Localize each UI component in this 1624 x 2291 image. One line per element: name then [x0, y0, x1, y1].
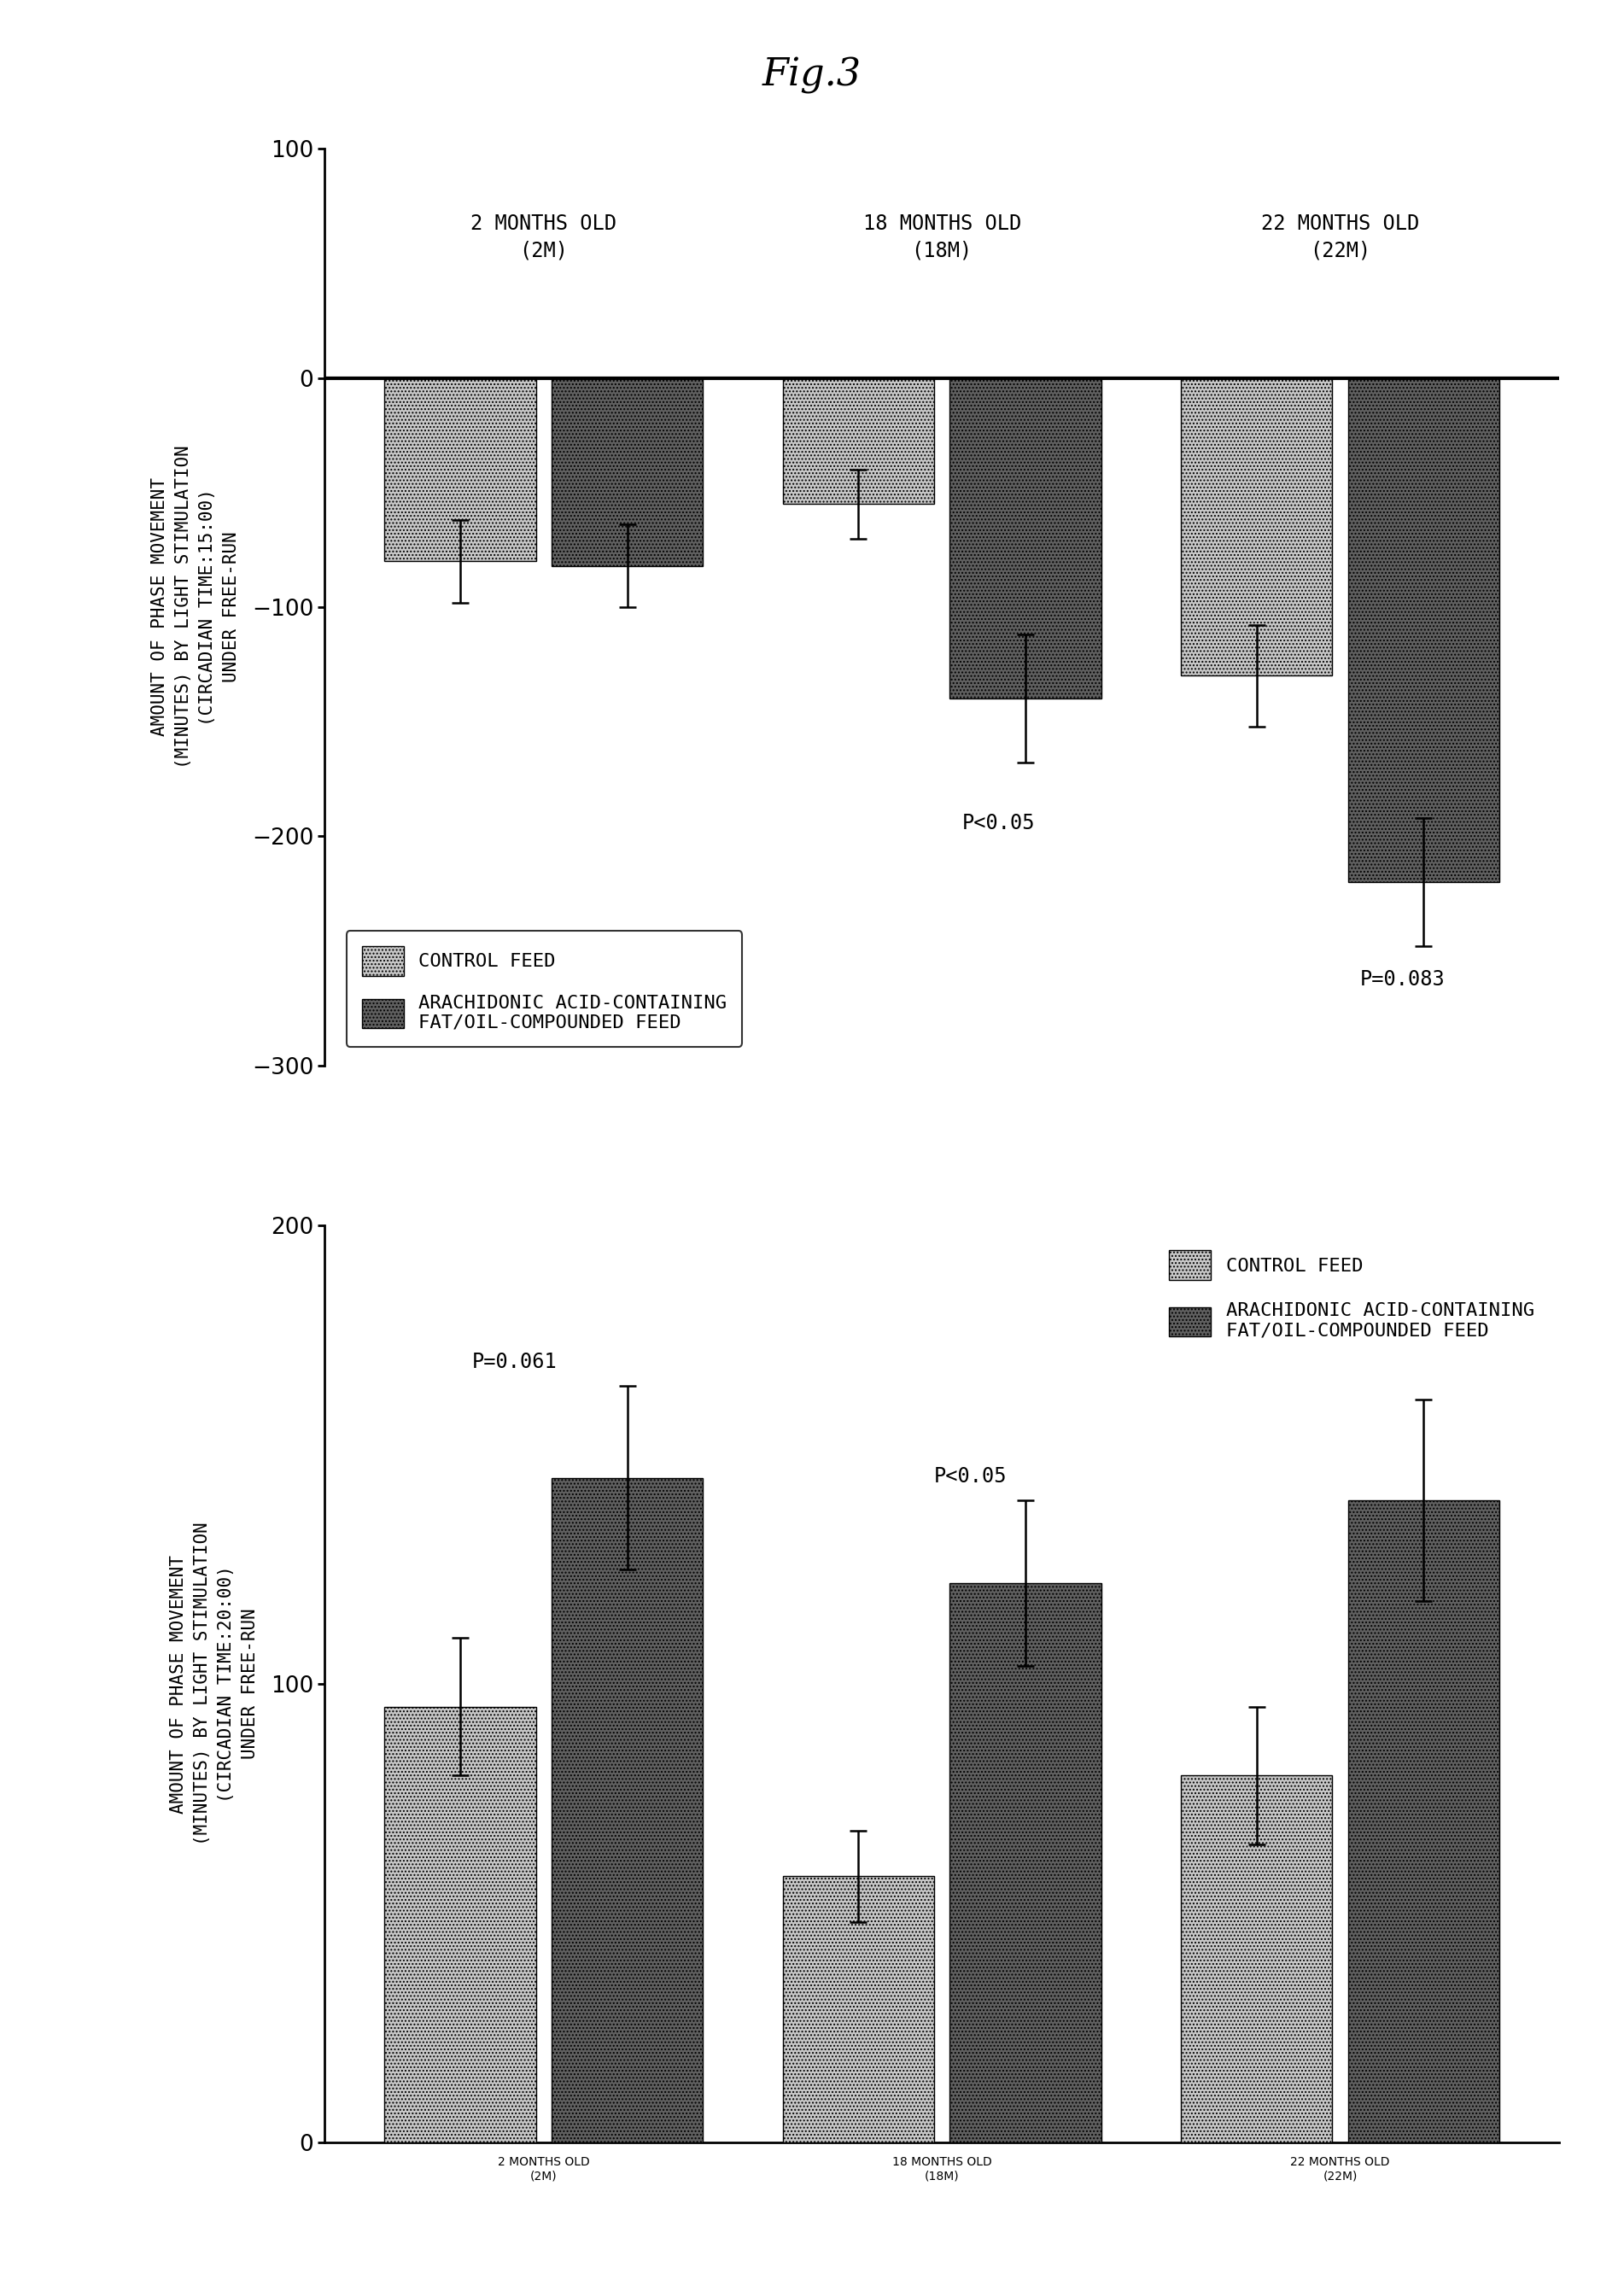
Y-axis label: AMOUNT OF PHASE MOVEMENT
(MINUTES) BY LIGHT STIMULATION
(CIRCADIAN TIME:15:00)
U: AMOUNT OF PHASE MOVEMENT (MINUTES) BY LI… — [151, 444, 240, 770]
Bar — [1348, 1501, 1499, 2142]
Bar — [783, 1876, 934, 2142]
Bar — [950, 378, 1101, 699]
Text: 2 MONTHS OLD
(2M): 2 MONTHS OLD (2M) — [471, 213, 617, 261]
Legend: CONTROL FEED, ARACHIDONIC ACID-CONTAINING
FAT/OIL-COMPOUNDED FEED: CONTROL FEED, ARACHIDONIC ACID-CONTAININ… — [346, 930, 742, 1047]
Text: P=0.061: P=0.061 — [473, 1352, 557, 1372]
Bar — [385, 378, 536, 561]
Text: P<0.05: P<0.05 — [934, 1466, 1007, 1487]
Y-axis label: AMOUNT OF PHASE MOVEMENT
(MINUTES) BY LIGHT STIMULATION
(CIRCADIAN TIME:20:00)
U: AMOUNT OF PHASE MOVEMENT (MINUTES) BY LI… — [171, 1521, 258, 1847]
Text: 22 MONTHS OLD
(22M): 22 MONTHS OLD (22M) — [1260, 213, 1419, 261]
Bar — [552, 1478, 703, 2142]
Bar — [385, 1707, 536, 2142]
Bar — [552, 378, 703, 566]
Text: 18 MONTHS OLD
(18M): 18 MONTHS OLD (18M) — [862, 213, 1021, 261]
Bar — [783, 378, 934, 504]
Legend: CONTROL FEED, ARACHIDONIC ACID-CONTAINING
FAT/OIL-COMPOUNDED FEED: CONTROL FEED, ARACHIDONIC ACID-CONTAININ… — [1155, 1235, 1549, 1354]
Bar — [1181, 378, 1332, 676]
Bar — [1348, 378, 1499, 882]
Text: P=0.083: P=0.083 — [1359, 969, 1445, 990]
Text: Fig.3: Fig.3 — [762, 57, 862, 94]
Text: P<0.05: P<0.05 — [961, 813, 1034, 834]
Bar — [950, 1583, 1101, 2142]
Bar — [1181, 1776, 1332, 2142]
